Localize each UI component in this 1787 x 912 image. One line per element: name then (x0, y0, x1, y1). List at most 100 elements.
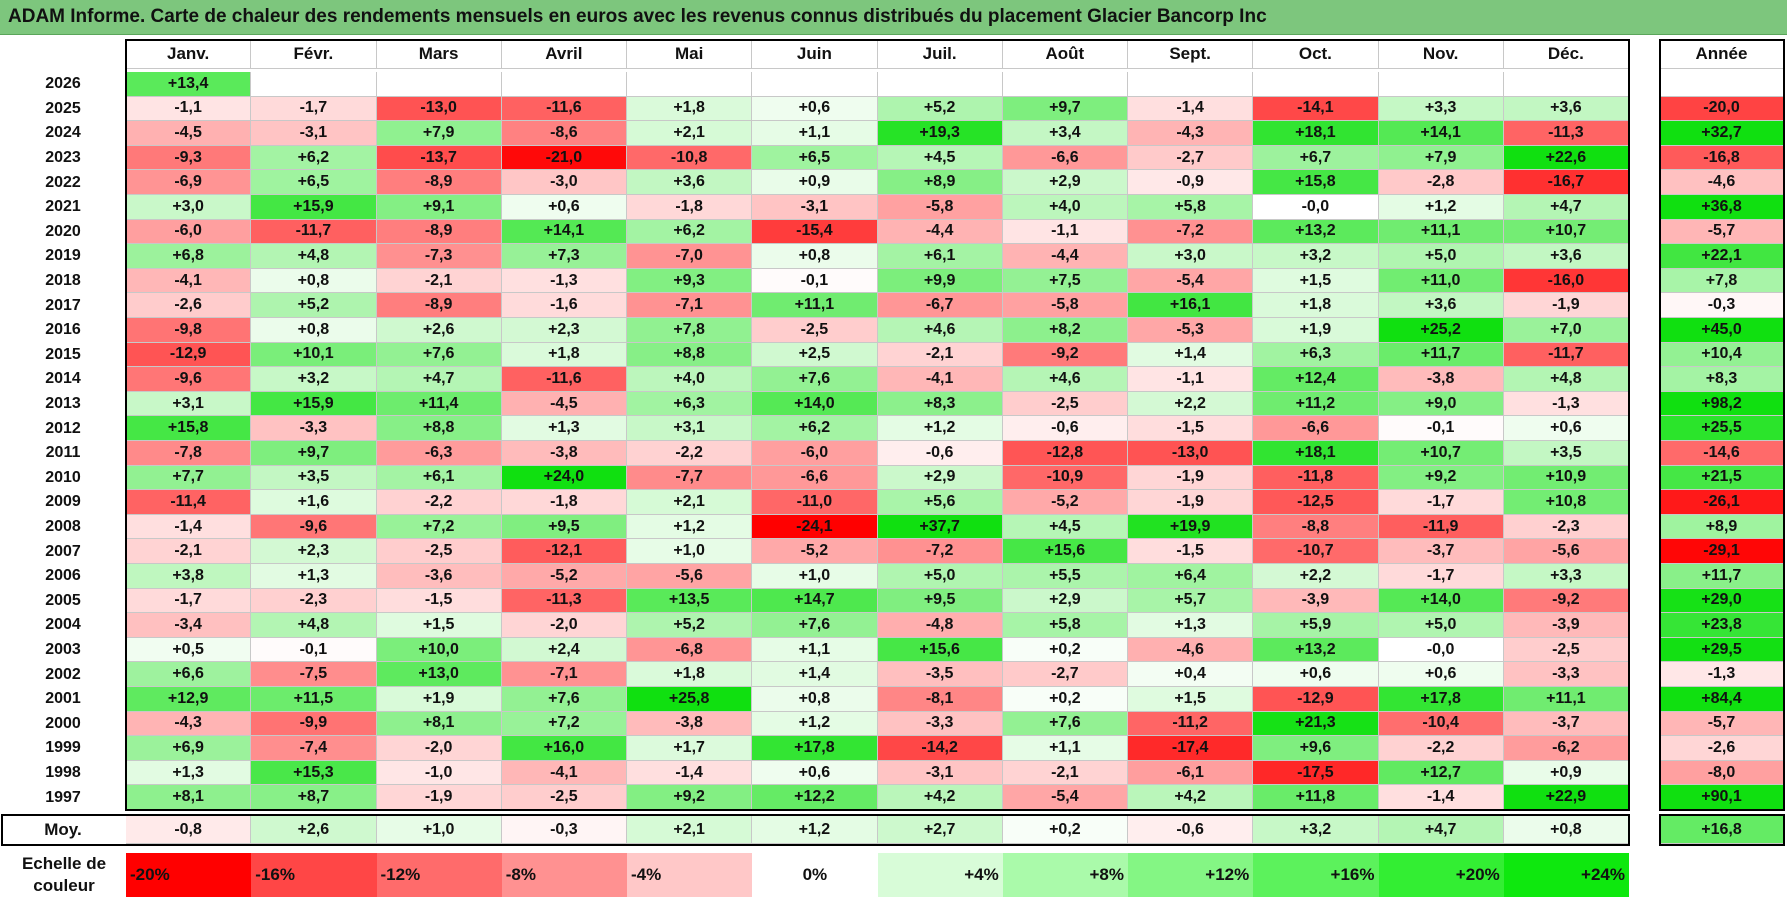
month-header: Nov. (1378, 40, 1504, 69)
average-cell: +0,2 (1002, 816, 1128, 844)
heatmap-cell: +5,0 (877, 564, 1003, 589)
heatmap-cell: -6,2 (1503, 736, 1629, 761)
heatmap-cell: -11,8 (1253, 465, 1379, 491)
annual-cell: -8,0 (1660, 760, 1784, 786)
heatmap-cell: -7,1 (627, 293, 753, 318)
heatmap-cell: -3,1 (877, 760, 1003, 786)
heatmap-cell: +1,8 (1253, 293, 1379, 318)
heatmap-cell: +5,0 (1378, 244, 1504, 269)
heatmap-cell: +4,2 (877, 785, 1003, 810)
year-label: 2021 (2, 195, 124, 220)
heatmap-cell: -12,9 (126, 342, 252, 368)
heatmap-cell: +6,7 (1253, 145, 1379, 171)
heatmap-cell: +18,1 (1253, 441, 1379, 466)
heatmap-cell: +10,7 (1503, 219, 1629, 245)
heatmap-cell: -3,8 (627, 711, 753, 737)
heatmap-cell: +9,0 (1378, 391, 1504, 417)
heatmap-cell: +0,8 (752, 687, 878, 712)
heatmap-cell: +11,1 (752, 293, 878, 318)
heatmap-cell: +1,1 (752, 637, 878, 663)
heatmap-cell: +7,6 (1002, 711, 1128, 737)
heatmap-cell: +3,0 (126, 195, 252, 220)
heatmap-cell: +5,2 (877, 96, 1003, 122)
heatmap-cell: +2,9 (1002, 170, 1128, 195)
heatmap-cell: +2,1 (627, 490, 753, 515)
heatmap-cell (752, 72, 878, 97)
month-header: Août (1002, 40, 1128, 69)
heatmap-cell: +6,2 (251, 145, 377, 171)
month-header: Juil. (877, 40, 1003, 69)
heatmap-cell: +14,0 (1378, 588, 1504, 614)
heatmap-cell: +0,6 (1378, 662, 1504, 687)
heatmap-cell: +3,6 (1503, 244, 1629, 269)
color-scale-step: +12% (1128, 853, 1254, 897)
heatmap-cell: -5,2 (752, 539, 878, 564)
heatmap-cell: -3,3 (251, 416, 377, 441)
heatmap-cell (376, 72, 502, 97)
heatmap-cell: +2,3 (501, 318, 627, 343)
heatmap-cell: +9,5 (877, 588, 1003, 614)
annual-cell: +25,5 (1660, 416, 1784, 441)
heatmap-cell: -2,6 (126, 293, 252, 318)
heatmap-cell: -12,8 (1002, 441, 1128, 466)
month-header: Mai (627, 40, 753, 69)
heatmap-cell: +1,2 (752, 711, 878, 737)
heatmap-cell: -1,4 (627, 760, 753, 786)
heatmap-cell: -1,8 (627, 195, 753, 220)
annual-cell: -5,7 (1660, 711, 1784, 737)
year-label: 2003 (2, 637, 124, 663)
heatmap-cell: -0,1 (1378, 416, 1504, 441)
heatmap-cell: +14,1 (501, 219, 627, 245)
heatmap-cell: +22,9 (1503, 785, 1629, 810)
heatmap-cell: -11,2 (1128, 711, 1254, 737)
heatmap-cell: -1,3 (501, 268, 627, 294)
heatmap-cell: -11,3 (1503, 121, 1629, 146)
heatmap-cell: -8,1 (877, 687, 1003, 712)
heatmap-cell: -11,7 (251, 219, 377, 245)
year-header: Année (1660, 40, 1784, 69)
heatmap-cell: +4,2 (1128, 785, 1254, 810)
heatmap-cell: +0,5 (126, 637, 252, 663)
month-header: Juin (752, 40, 878, 69)
year-label: 2018 (2, 268, 124, 294)
title-bar: ADAM Informe. Carte de chaleur des rende… (0, 0, 1787, 35)
heatmap-cell: +15,8 (1253, 170, 1379, 195)
year-label: 2013 (2, 391, 124, 417)
heatmap-cell: +4,6 (877, 318, 1003, 343)
heatmap-cell: -6,3 (376, 441, 502, 466)
heatmap-cell: +9,2 (1378, 465, 1504, 491)
heatmap-cell: -9,3 (126, 145, 252, 171)
heatmap-cell: -2,1 (126, 539, 252, 564)
heatmap-cell: +2,4 (501, 637, 627, 663)
heatmap-cell: -1,0 (376, 760, 502, 786)
heatmap-cell: -2,1 (376, 268, 502, 294)
heatmap-cell: +7,6 (752, 613, 878, 638)
heatmap-cell: +2,5 (752, 342, 878, 368)
heatmap-cell: -8,9 (376, 293, 502, 318)
heatmap-cell: -1,4 (126, 514, 252, 540)
year-label: 2007 (2, 539, 124, 564)
heatmap-cell: +11,8 (1253, 785, 1379, 810)
chart-title: ADAM Informe. Carte de chaleur des rende… (8, 6, 1267, 27)
year-label: 2006 (2, 564, 124, 589)
heatmap-cell: +15,9 (251, 391, 377, 417)
annual-cell: -0,3 (1660, 293, 1784, 318)
heatmap-cell: +14,0 (752, 391, 878, 417)
heatmap-cell: +8,7 (251, 785, 377, 810)
heatmap-cell: +11,5 (251, 687, 377, 712)
heatmap-cell: +5,7 (1128, 588, 1254, 614)
heatmap-cell: -6,7 (877, 293, 1003, 318)
color-scale-step: -20% (126, 853, 252, 897)
heatmap-cell: -2,1 (877, 342, 1003, 368)
heatmap-cell: +11,1 (1378, 219, 1504, 245)
heatmap-cell: +22,6 (1503, 145, 1629, 171)
heatmap-cell: +3,0 (1128, 244, 1254, 269)
heatmap-cell: +1,8 (501, 342, 627, 368)
heatmap-cell: +0,2 (1002, 687, 1128, 712)
heatmap-cell: +4,0 (627, 367, 753, 392)
heatmap-cell: +6,6 (126, 662, 252, 687)
heatmap-cell: +5,8 (1002, 613, 1128, 638)
heatmap-cell: -0,0 (1253, 195, 1379, 220)
heatmap-cell: -8,8 (1253, 514, 1379, 540)
heatmap-cell: -6,9 (126, 170, 252, 195)
